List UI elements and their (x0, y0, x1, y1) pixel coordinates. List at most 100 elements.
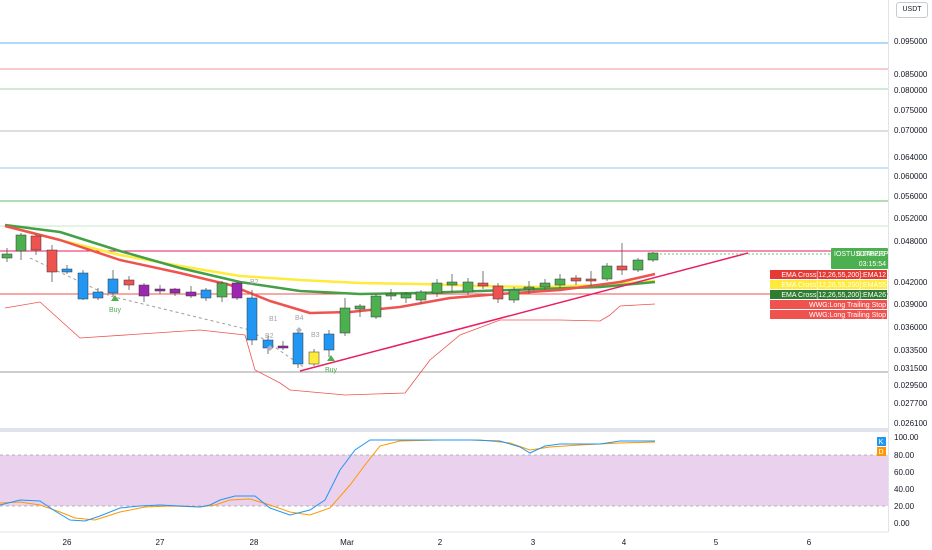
legend-tag[interactable] (770, 270, 887, 279)
legend-tag[interactable] (770, 300, 887, 309)
trailing-stop-line (4, 301, 656, 396)
candle[interactable] (585, 278, 597, 282)
osc-axis-label: 80.00 (894, 451, 915, 460)
legend-tag[interactable] (770, 310, 887, 319)
candle[interactable] (46, 249, 58, 273)
ema12-line (4, 224, 656, 315)
k-marker (877, 437, 886, 446)
candle[interactable] (154, 288, 166, 292)
price-axis-label: 0.085000 (894, 70, 928, 79)
k-marker-label: K (879, 439, 884, 446)
ema26-line (4, 223, 656, 296)
candle[interactable] (554, 278, 566, 286)
candle[interactable] (1, 253, 13, 259)
candle[interactable] (477, 282, 489, 287)
candle[interactable] (339, 307, 351, 334)
trend-line[interactable] (299, 252, 749, 372)
ghost-signal-label: B1 (269, 316, 278, 323)
candle[interactable] (431, 282, 443, 294)
main-pane-bg (0, 0, 888, 428)
candle[interactable] (616, 265, 628, 271)
candle[interactable] (169, 288, 181, 294)
candle[interactable] (632, 259, 644, 271)
candle[interactable] (30, 235, 42, 251)
candle[interactable] (277, 345, 289, 349)
candle[interactable] (415, 291, 427, 301)
time-axis-label: 5 (714, 538, 719, 547)
candle[interactable] (601, 265, 613, 280)
candle[interactable] (231, 282, 243, 299)
ghost-signal-label: B3 (311, 332, 320, 339)
candle[interactable] (354, 305, 366, 310)
osc-axis-label: 100.00 (894, 433, 919, 442)
dashed-connector (29, 257, 306, 369)
last-price-tag[interactable] (831, 248, 888, 269)
price-axis-label: 0.060000 (894, 172, 928, 181)
candle[interactable] (77, 272, 89, 300)
legend-tag[interactable] (770, 290, 887, 299)
price-axis-label: 0.031500 (894, 364, 928, 373)
buy-signal-arrow (327, 355, 335, 361)
candle[interactable] (123, 279, 135, 286)
legend-tag-label: EMA Cross[12,26,55,200]:EMA55 (781, 282, 886, 289)
candle[interactable] (308, 351, 320, 365)
candle[interactable] (292, 332, 304, 365)
candle[interactable] (370, 295, 382, 318)
candle[interactable] (523, 286, 535, 290)
price-axis-label: 0.080000 (894, 86, 928, 95)
osc-band (0, 455, 888, 506)
candle[interactable] (539, 282, 551, 288)
time-axis-label: 2 (438, 538, 443, 547)
legend-tag[interactable] (770, 280, 887, 289)
price-axis-label: 0.070000 (894, 126, 928, 135)
candle[interactable] (107, 278, 119, 294)
price-axis-label: 0.048000 (894, 237, 928, 246)
candle[interactable] (323, 333, 335, 351)
candle[interactable] (647, 252, 659, 261)
candle[interactable] (570, 277, 582, 282)
k-line (0, 439, 655, 522)
legend-tag-label: EMA Cross[12,26,55,200]:EMA12 (781, 272, 886, 279)
candle[interactable] (61, 268, 73, 273)
price-axis-label: 0.056000 (894, 192, 928, 201)
candle[interactable] (462, 281, 474, 293)
last-price-label: 0.046227 (857, 251, 886, 258)
candle[interactable] (92, 291, 104, 299)
osc-axis-label: 40.00 (894, 485, 915, 494)
currency-button[interactable]: USDT (896, 2, 928, 18)
time-axis-bg (0, 532, 888, 550)
candle[interactable] (15, 234, 27, 252)
price-axis-label: 0.064000 (894, 153, 928, 162)
countdown-label: 03:15:54 (859, 261, 886, 268)
candle[interactable] (400, 293, 412, 299)
price-axis-label: 0.033500 (894, 346, 928, 355)
time-axis-label: 27 (156, 538, 165, 547)
candle[interactable] (385, 293, 397, 297)
time-axis-label: 4 (622, 538, 627, 547)
legend-tag-label: WWG:Long Trailing Stop (809, 302, 886, 309)
candle[interactable] (138, 284, 150, 297)
candle[interactable] (492, 285, 504, 300)
d-marker-label: D (878, 449, 883, 456)
candle[interactable] (246, 297, 258, 341)
buy-signal-label: Buy (109, 307, 122, 314)
price-axis-label: 0.042000 (894, 278, 928, 287)
candle[interactable] (200, 289, 212, 299)
time-axis-label: 28 (250, 538, 259, 547)
osc-axis-label: 60.00 (894, 468, 915, 477)
pane-separator[interactable] (0, 428, 888, 432)
price-axis-border (888, 0, 889, 532)
symbol-tag-label: IOSTUSDTPERP (834, 251, 889, 258)
ghost-signal-label: B2 (265, 333, 274, 340)
candle[interactable] (508, 289, 520, 301)
buy-signal-arrow (111, 295, 119, 301)
price-axis-label: 0.075000 (894, 106, 928, 115)
candle[interactable] (446, 281, 458, 286)
candle[interactable] (216, 282, 228, 298)
time-axis-label: 26 (63, 538, 72, 547)
candle[interactable] (185, 291, 197, 297)
ghost-signal-label: B4 (295, 315, 304, 322)
osc-axis-label: 0.00 (894, 519, 910, 528)
